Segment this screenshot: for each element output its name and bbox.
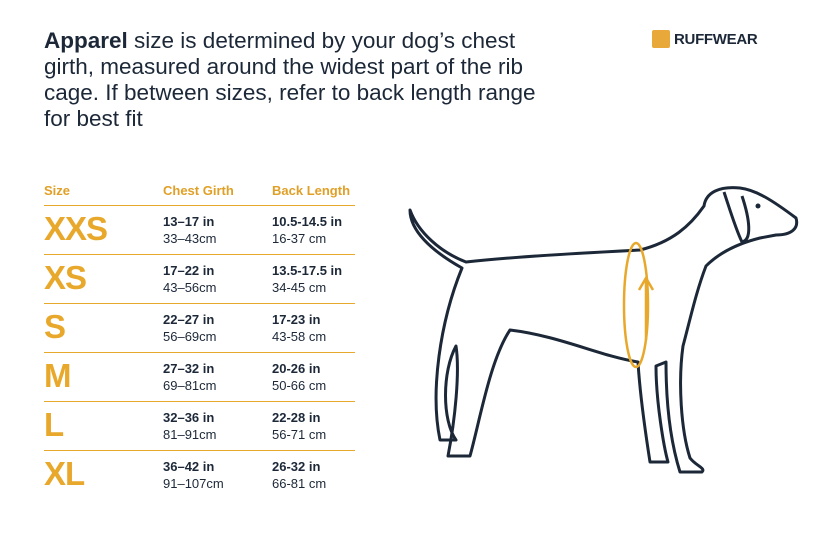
- inches: 17–22 in: [163, 263, 215, 278]
- inches: 13–17 in: [163, 214, 215, 229]
- centimeters: 81–91cm: [163, 427, 217, 442]
- table-row: M 27–32 in 69–81cm 20-26 in 50-66 cm: [44, 352, 355, 401]
- measurement-cell: 32–36 in 81–91cm: [163, 409, 216, 443]
- size-table: Size Chest Girth Back Length XXS 13–17 in…: [44, 183, 355, 499]
- inches: 22-28 in: [272, 410, 321, 425]
- size-label: S: [44, 308, 66, 345]
- centimeters: 34-45 cm: [272, 280, 327, 295]
- girth-arrow: [637, 275, 655, 340]
- inches: 32–36 in: [163, 410, 215, 425]
- dog-outline: [408, 186, 799, 474]
- dog-eye: [755, 203, 761, 209]
- inches: 22–27 in: [163, 312, 215, 327]
- title-text: size is determined by your dog’s chest g…: [44, 28, 536, 131]
- measurement-cell: 26-32 in 66-81 cm: [272, 458, 326, 492]
- centimeters: 16-37 cm: [272, 231, 327, 246]
- measurement-cell: 17–22 in 43–56cm: [163, 262, 216, 296]
- measurement-cell: 22–27 in 56–69cm: [163, 311, 216, 345]
- centimeters: 66-81 cm: [272, 476, 327, 491]
- measurement-cell: 13.5-17.5 in 34-45 cm: [272, 262, 342, 296]
- table-row: XXS 13–17 in 33–43cm 10.5-14.5 in 16-37 cm: [44, 205, 355, 254]
- table-row: L 32–36 in 81–91cm 22-28 in 56-71 cm: [44, 401, 355, 450]
- table-row: S 22–27 in 56–69cm 17-23 in 43-58 cm: [44, 303, 355, 352]
- measurement-cell: 36–42 in 91–107cm: [163, 458, 224, 492]
- table-header: Size Chest Girth Back Length: [44, 183, 355, 205]
- centimeters: 43-58 cm: [272, 329, 327, 344]
- inches: 27–32 in: [163, 361, 215, 376]
- dog-ear: [722, 191, 751, 244]
- measurement-cell: 17-23 in 43-58 cm: [272, 311, 326, 345]
- measurement-cell: 27–32 in 69–81cm: [163, 360, 216, 394]
- column-header: Back Length: [272, 183, 351, 198]
- inches: 17-23 in: [272, 312, 321, 327]
- centimeters: 50-66 cm: [272, 378, 327, 393]
- size-label: M: [44, 357, 71, 394]
- centimeters: 43–56cm: [163, 280, 217, 295]
- inches: 26-32 in: [272, 459, 321, 474]
- centimeters: 91–107cm: [163, 476, 224, 491]
- logo-icon: [652, 30, 670, 48]
- title-lead: Apparel: [44, 28, 128, 53]
- title: Apparel size is determined by your dog’s…: [44, 28, 554, 132]
- inches: 20-26 in: [272, 361, 321, 376]
- centimeters: 69–81cm: [163, 378, 217, 393]
- measurement-cell: 10.5-14.5 in 16-37 cm: [272, 213, 342, 247]
- table-row: XS 17–22 in 43–56cm 13.5-17.5 in 34-45 cm: [44, 254, 355, 303]
- centimeters: 56–69cm: [163, 329, 217, 344]
- logo: RUFFWEAR: [652, 30, 758, 48]
- centimeters: 56-71 cm: [272, 427, 327, 442]
- measurement-cell: 13–17 in 33–43cm: [163, 213, 216, 247]
- inches: 10.5-14.5 in: [272, 214, 343, 229]
- logo-text: RUFFWEAR: [674, 30, 758, 48]
- column-header: Chest Girth: [163, 183, 234, 198]
- inches: 13.5-17.5 in: [272, 263, 343, 278]
- table-row: XL 36–42 in 91–107cm 26-32 in 66-81 cm: [44, 450, 355, 499]
- size-label: XL: [44, 455, 85, 492]
- inches: 36–42 in: [163, 459, 215, 474]
- measurement-cell: 20-26 in 50-66 cm: [272, 360, 326, 394]
- size-label: XS: [44, 259, 87, 296]
- measurement-cell: 22-28 in 56-71 cm: [272, 409, 326, 443]
- girth-loop: [622, 241, 650, 369]
- size-label: L: [44, 406, 64, 443]
- column-header: Size: [44, 183, 71, 198]
- centimeters: 33–43cm: [163, 231, 217, 246]
- size-label: XXS: [44, 210, 108, 247]
